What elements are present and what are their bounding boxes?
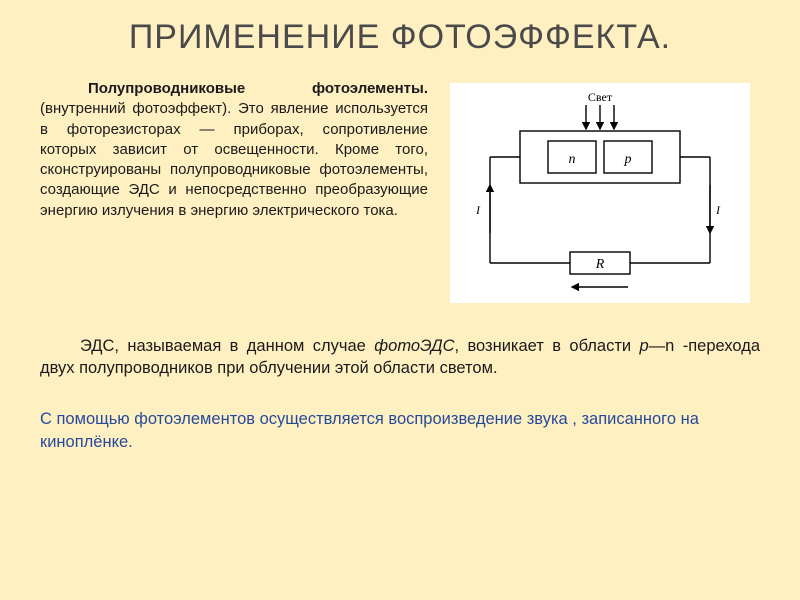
- slide-title: ПРИМЕНЕНИЕ ФОТОЭФФЕКТА.: [40, 18, 760, 57]
- svg-text:p: p: [624, 152, 632, 167]
- paragraph-2: ЭДС, называемая в данном случае фотоЭДС,…: [40, 335, 760, 380]
- para2-i1: p: [639, 337, 648, 355]
- para2-b: , возникает в области: [455, 337, 640, 355]
- para2-a: ЭДС, называемая в данном случае: [80, 337, 374, 355]
- svg-text:n: n: [569, 152, 576, 167]
- para1-lead: Полупроводниковые фотоэлементы.: [88, 80, 428, 97]
- paragraph-3: С помощью фотоэлементов осуществляется в…: [40, 408, 760, 456]
- para1-rest: (внутренний фотоэффект). Это явление исп…: [40, 100, 428, 218]
- circuit-diagram: npСветRII: [450, 79, 760, 303]
- para2-em: фотоЭДС: [374, 337, 454, 355]
- slide: ПРИМЕНЕНИЕ ФОТОЭФФЕКТА. Полупроводниковы…: [0, 0, 800, 600]
- content-row: Полупроводниковые фотоэлементы. (внутрен…: [40, 79, 760, 303]
- svg-text:R: R: [595, 257, 605, 272]
- paragraph-1: Полупроводниковые фотоэлементы. (внутрен…: [40, 79, 428, 221]
- circuit-svg: npСветRII: [450, 83, 750, 303]
- svg-text:Свет: Свет: [588, 90, 613, 104]
